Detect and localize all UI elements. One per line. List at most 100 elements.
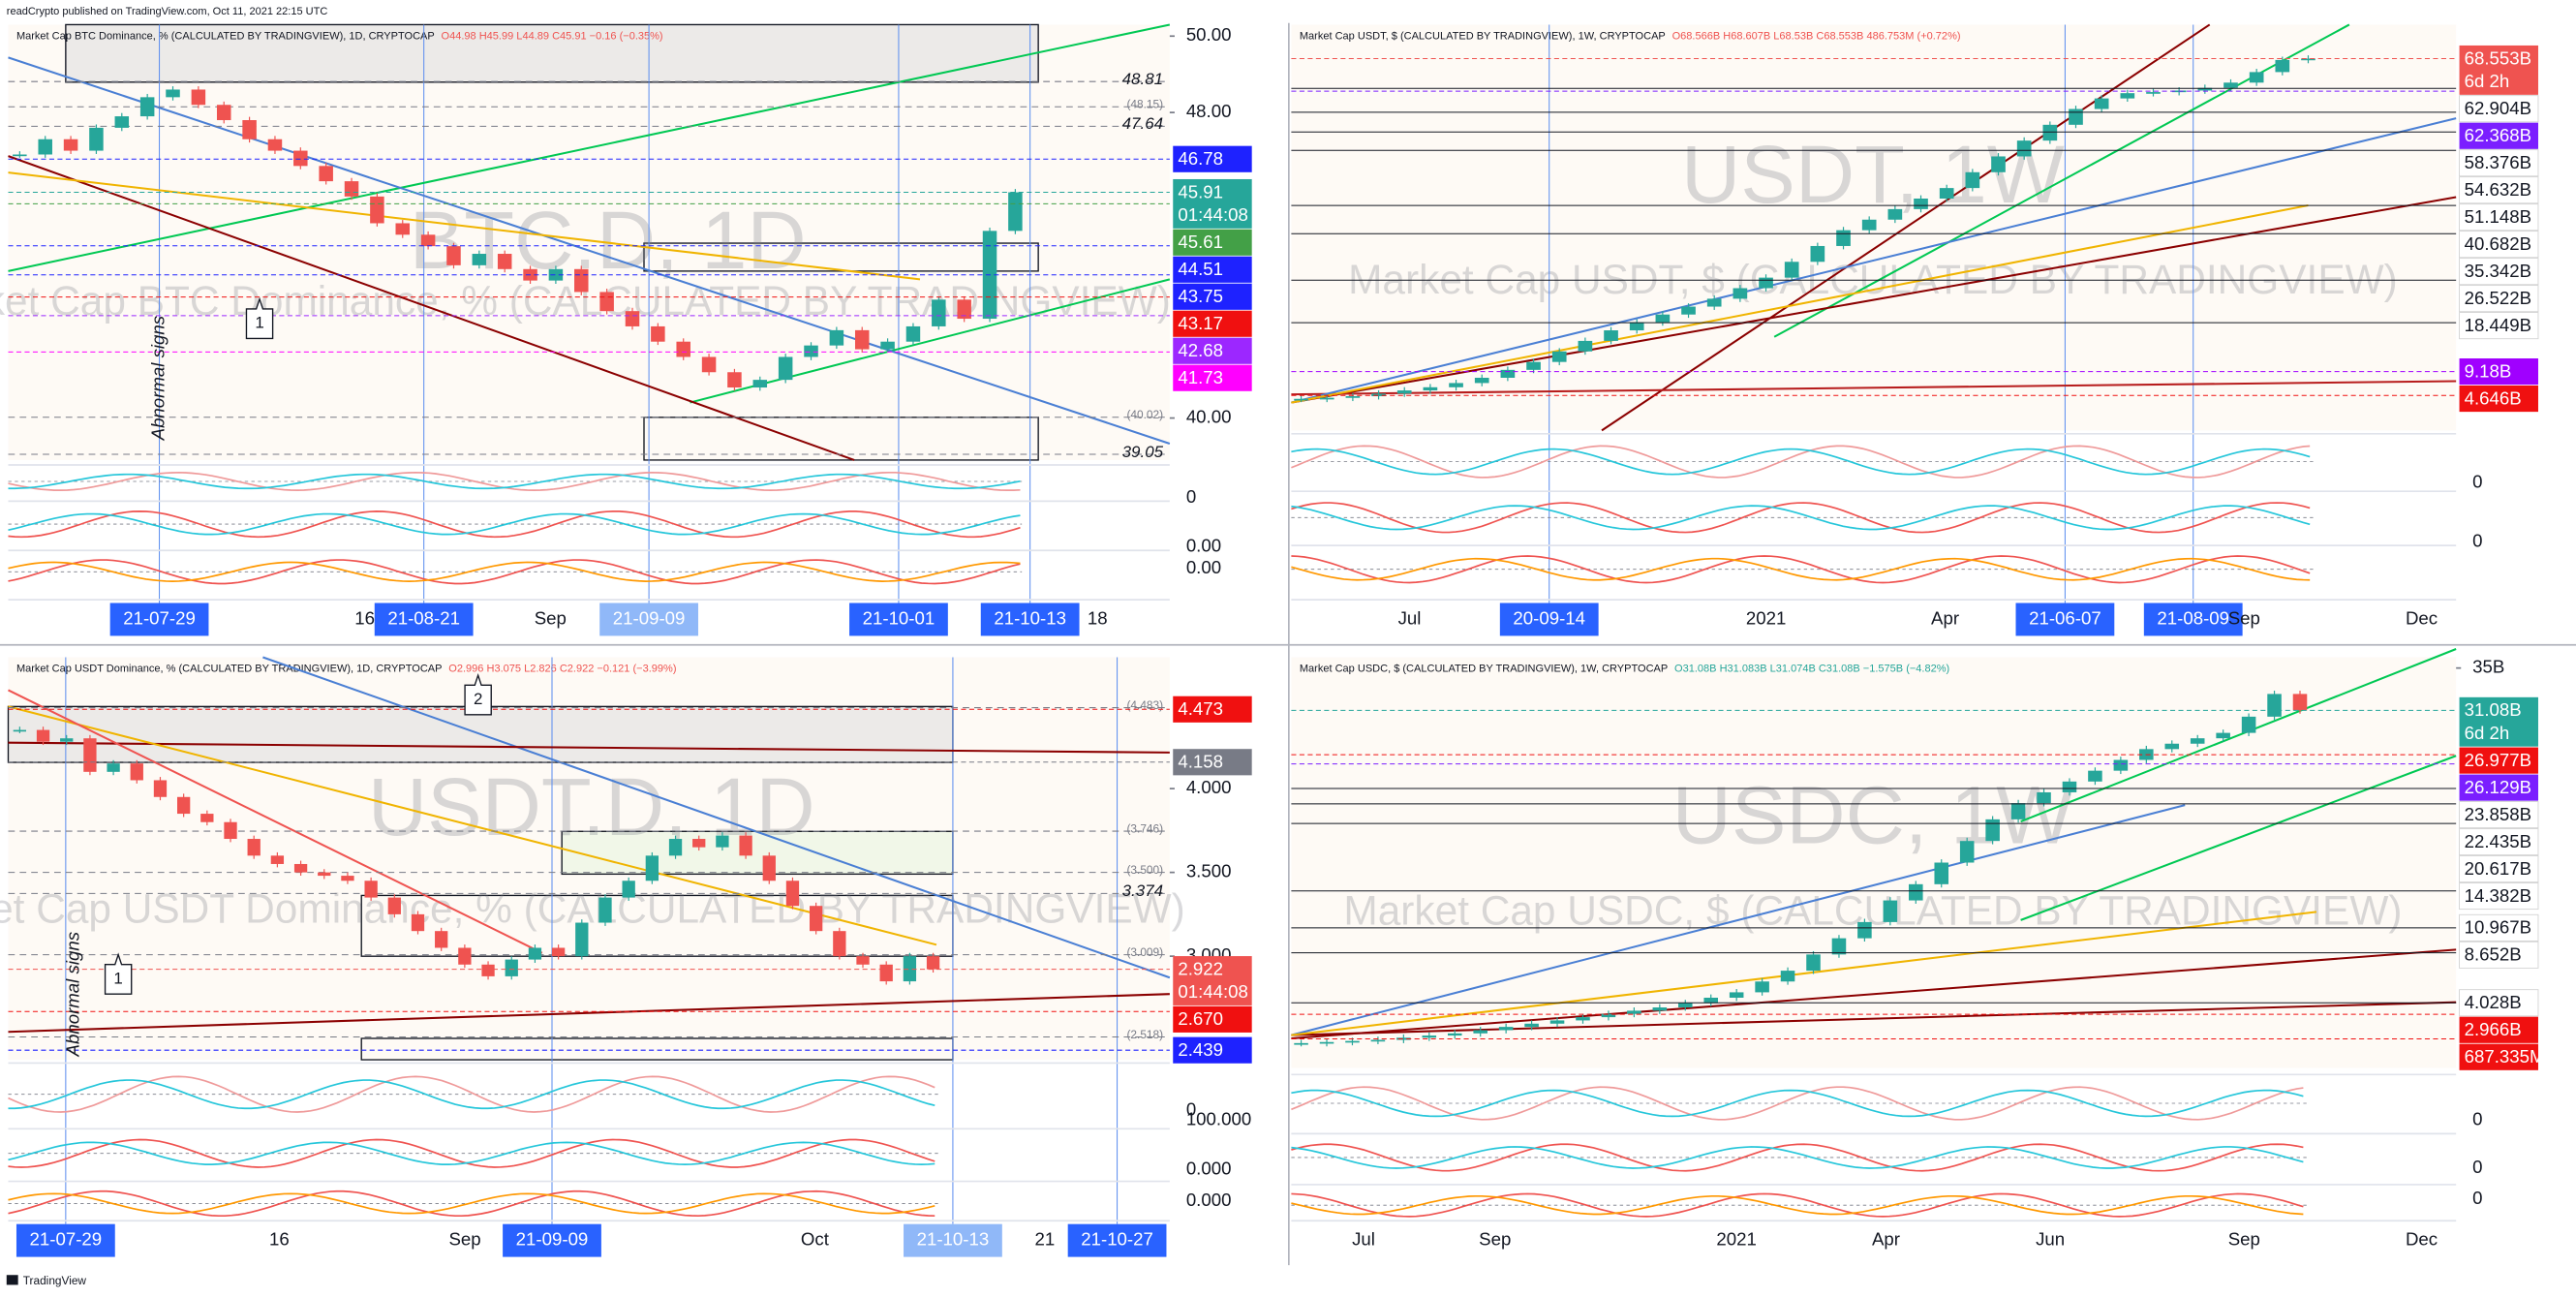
price-tag-label: 31.08B xyxy=(2465,699,2522,720)
level-label: (3.500) xyxy=(1126,863,1163,877)
candle xyxy=(1883,900,1898,922)
candle xyxy=(1008,192,1023,232)
price-tag xyxy=(2459,828,2539,856)
brand-logo xyxy=(6,1275,18,1285)
oscillator xyxy=(1291,502,2311,534)
oscillator xyxy=(1291,448,2311,476)
candle xyxy=(411,913,425,932)
oscillator xyxy=(8,1075,935,1113)
candle xyxy=(370,196,384,224)
countdown: 6d 2h xyxy=(2465,723,2510,743)
candle xyxy=(1861,219,1877,231)
x-tick-label: Jul xyxy=(1352,1229,1375,1250)
date-tag xyxy=(1067,1223,1167,1257)
candle xyxy=(785,881,800,907)
price-tag-label: 35.342B xyxy=(2465,261,2531,281)
price-tag-label: 4.473 xyxy=(1178,698,1223,719)
trend-line xyxy=(8,23,1171,272)
candle xyxy=(1371,393,1386,397)
candle xyxy=(130,763,143,781)
price-tag xyxy=(2459,122,2538,149)
price-tag-label: 62.368B xyxy=(2465,125,2531,145)
indicator-label: 0.00 xyxy=(1186,536,1221,556)
candle xyxy=(1780,971,1795,982)
candle xyxy=(270,855,285,864)
price-tag-label: 44.51 xyxy=(1178,259,1223,279)
candle xyxy=(1500,369,1516,378)
candle xyxy=(548,268,564,281)
candle xyxy=(692,839,706,848)
zone-box xyxy=(65,23,1039,83)
level-label: (4.483) xyxy=(1126,698,1163,712)
candle xyxy=(247,839,261,856)
candle xyxy=(645,855,659,881)
candle xyxy=(701,356,717,373)
candle xyxy=(1681,306,1696,315)
price-tag xyxy=(1173,229,1252,256)
candle xyxy=(716,835,729,848)
price-tag xyxy=(1173,749,1252,776)
level-label: 48.81 xyxy=(1122,70,1163,88)
trend-line xyxy=(8,741,1170,754)
date-tag xyxy=(2015,603,2115,636)
candle xyxy=(318,872,331,877)
trend-line xyxy=(8,56,1171,445)
y-tick-label: 4.000 xyxy=(1186,777,1232,797)
date-tag-label: 21-08-21 xyxy=(387,607,460,628)
price-tag-label: 26.522B xyxy=(2465,288,2531,308)
trend-line xyxy=(8,993,1170,1034)
date-tag xyxy=(980,603,1080,636)
chart-panel: USDC, 1W Market Cap USDC, $ (CALCULATED B… xyxy=(1291,648,2545,1250)
candle xyxy=(1810,245,1825,263)
candle xyxy=(344,181,359,197)
price-tag xyxy=(2459,203,2539,232)
price-tag xyxy=(2459,989,2539,1017)
date-tag xyxy=(109,603,209,636)
date-tag-label: 21-06-07 xyxy=(2029,607,2101,628)
candle xyxy=(293,150,308,167)
candle xyxy=(1759,277,1773,289)
candle xyxy=(926,956,940,970)
candle xyxy=(651,325,665,342)
oscillator xyxy=(8,512,1021,536)
price-tag xyxy=(1173,310,1252,337)
watermark: USDC, 1W xyxy=(1672,769,2074,861)
date-tag-label: 21-07-29 xyxy=(123,607,196,628)
price-tag-label: 9.18B xyxy=(2465,360,2512,381)
candle xyxy=(107,763,120,772)
candle xyxy=(395,223,411,235)
candle xyxy=(625,311,640,326)
price-tag xyxy=(1173,256,1252,283)
watermark-subtitle: Market Cap USDC, $ (CALCULATED BY TRADIN… xyxy=(1343,887,2402,933)
candle xyxy=(1934,862,1949,884)
date-tag xyxy=(849,603,948,636)
date-tag xyxy=(503,1223,601,1257)
price-tag-label: 14.382B xyxy=(2465,885,2531,906)
candle xyxy=(879,964,893,982)
candle xyxy=(2223,82,2238,88)
price-tag-label: 51.148B xyxy=(2465,206,2531,227)
candle xyxy=(551,947,566,957)
chart-title: Market Cap BTC Dominance, % (CALCULATED … xyxy=(16,30,663,42)
price-tag xyxy=(2459,285,2539,313)
candle xyxy=(2120,93,2135,99)
price-tag xyxy=(1173,337,1252,364)
candle xyxy=(856,956,870,965)
candle xyxy=(242,120,257,139)
trend-line xyxy=(1601,23,2211,432)
indicator-label: 0 xyxy=(2472,1109,2482,1129)
oscillator xyxy=(1291,1089,2304,1118)
level-label: (3.009) xyxy=(1126,945,1163,959)
candle xyxy=(89,127,104,151)
candle xyxy=(1576,1017,1590,1021)
candle xyxy=(575,922,589,957)
price-tag-label: 54.632B xyxy=(2465,179,2531,200)
candle xyxy=(2016,140,2032,157)
date-tag-label: 21-10-13 xyxy=(917,1229,990,1250)
oscillator xyxy=(8,561,1021,582)
candle xyxy=(905,325,921,342)
candle xyxy=(2216,732,2230,739)
x-tick-label: Apr xyxy=(1872,1229,1900,1250)
callout xyxy=(464,672,492,716)
candle xyxy=(1473,1030,1487,1034)
